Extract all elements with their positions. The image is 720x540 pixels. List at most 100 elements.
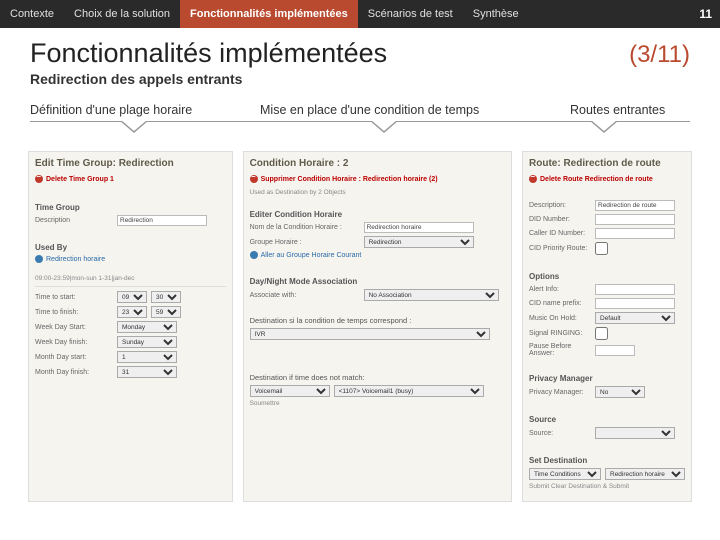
daynight-h: Day/Night Mode Association [250,277,505,286]
used-as-dest: Used as Destination by 2 Objects [250,189,505,196]
top-nav: Contexte Choix de la solution Fonctionna… [0,0,720,28]
delete-time-group-link[interactable]: Delete Time Group 1 [35,175,226,183]
column-labels: Définition d'une plage horaire Mise en p… [0,97,720,117]
mdf-label: Month Day finish: [35,369,113,376]
cid-label: Caller ID Number: [529,230,591,237]
source-h: Source [529,415,685,424]
time-finish-hour[interactable]: 23 [117,306,147,318]
options-h: Options [529,272,685,281]
assoc-select[interactable]: No Association [364,289,499,301]
cidnp-label: CID name prefix: [529,300,591,307]
route-desc-label: Description: [529,202,591,209]
submit2-label[interactable]: Soumettre [250,400,280,407]
redirection-link[interactable]: Redirection horaire [35,255,226,263]
nav-synthese[interactable]: Synthèse [463,0,529,28]
goto-group-link[interactable]: Aller au Groupe Horaire Courant [250,251,505,259]
nav-fonctionnalites[interactable]: Fonctionnalités implémentées [180,0,358,28]
wds-label: Week Day Start: [35,324,113,331]
page-counter: (3/11) [629,41,690,69]
alert-input[interactable] [595,284,675,295]
cid-input[interactable] [595,228,675,239]
cond-name-input[interactable] [364,222,474,233]
nav-contexte[interactable]: Contexte [0,0,64,28]
delete-icon [250,175,258,183]
alert-label: Alert Info: [529,286,591,293]
src-select[interactable] [595,427,675,439]
assoc-label: Associate with: [250,292,360,299]
delete-condition-label: Supprimer Condition Horaire : Redirectio… [261,176,438,183]
group-select[interactable]: Redirection [364,236,474,248]
panel1-title: Edit Time Group: Redirection [35,158,226,169]
wdf-label: Week Day finish: [35,339,113,346]
time-finish-min[interactable]: 59 [151,306,181,318]
dest-match-select[interactable]: IVR [250,328,490,340]
dest-nomatch-h: Destination if time does not match: [250,373,505,382]
dest-match-h: Destination si la condition de temps cor… [250,316,505,325]
redirection-link-label: Redirection horaire [46,256,105,263]
delete-condition-link[interactable]: Supprimer Condition Horaire : Redirectio… [250,175,505,183]
pm-label: Privacy Manager: [529,389,591,396]
pm-select[interactable]: No [595,386,645,398]
panel2-title: Condition Horaire : 2 [250,158,505,169]
wds-select[interactable]: Monday [117,321,177,333]
delete-route-link[interactable]: Delete Route Redirection de route [529,175,685,183]
delete-label: Delete Time Group 1 [46,176,114,183]
page-title: Fonctionnalités implémentées [30,38,629,69]
chevron-down-icon [590,121,618,133]
col-label-2: Mise en place d'une condition de temps [260,103,560,117]
goto-group-label: Aller au Groupe Horaire Courant [261,252,362,259]
did-input[interactable] [595,214,675,225]
col-label-3: Routes entrantes [560,103,690,117]
moh-select[interactable]: Default [595,312,675,324]
delete-icon [529,175,537,183]
privacy-h: Privacy Manager [529,374,685,383]
page-number: 11 [699,7,712,21]
src-label: Source: [529,430,591,437]
time-start-label: Time to start: [35,294,113,301]
time-range-text: 09:00-23:59|mon-sun 1-31|jan-dec [35,275,226,282]
mds-label: Month Day start: [35,354,113,361]
delete-icon [35,175,43,183]
mds-select[interactable]: 1 [117,351,177,363]
did-label: DID Number: [529,216,591,223]
description-input[interactable] [117,215,207,226]
pause-input[interactable] [595,345,635,356]
pause-label: Pause Before Answer: [529,343,591,357]
panel3-title: Route: Redirection de route [529,158,685,169]
cidpp-checkbox[interactable] [595,242,608,255]
time-start-min[interactable]: 30 [151,291,181,303]
setdest-b[interactable]: Redirection horaire [605,468,685,480]
moh-label: Music On Hold: [529,315,591,322]
group-label: Groupe Horaire : [250,239,360,246]
separator [30,121,690,143]
submit3-label[interactable]: Submit Clear Destination & Submit [529,483,629,490]
delete-route-label: Delete Route Redirection de route [540,176,653,183]
col-label-1: Définition d'une plage horaire [30,103,260,117]
nav-choix[interactable]: Choix de la solution [64,0,180,28]
wdf-select[interactable]: Sunday [117,336,177,348]
edit-condition-h: Editer Condition Horaire [250,210,505,219]
time-start-hour[interactable]: 09 [117,291,147,303]
sig-checkbox[interactable] [595,327,608,340]
panel-route: Route: Redirection de route Delete Route… [522,151,692,502]
dest-nomatch-a[interactable]: Voicemail [250,385,330,397]
chevron-down-icon [370,121,398,133]
section-time-group: Time Group [35,203,226,212]
chevron-down-icon [120,121,148,133]
info-icon [35,255,43,263]
dest-nomatch-b[interactable]: <1107> Voicemail1 (busy) [334,385,484,397]
goto-icon [250,251,258,259]
panel-condition-horaire: Condition Horaire : 2 Supprimer Conditio… [243,151,512,502]
route-desc-input[interactable] [595,200,675,211]
panel-time-group: Edit Time Group: Redirection Delete Time… [28,151,233,502]
page-subtitle: Redirection des appels entrants [0,71,720,97]
sig-label: Signal RINGING: [529,330,591,337]
setdest-h: Set Destination [529,456,685,465]
cidpp-label: CID Priority Route: [529,245,591,252]
mdf-select[interactable]: 31 [117,366,177,378]
usedby-label: Used By [35,243,226,252]
setdest-a[interactable]: Time Conditions [529,468,601,480]
nav-scenarios[interactable]: Scénarios de test [358,0,463,28]
cidnp-input[interactable] [595,298,675,309]
desc-label: Description [35,217,113,224]
